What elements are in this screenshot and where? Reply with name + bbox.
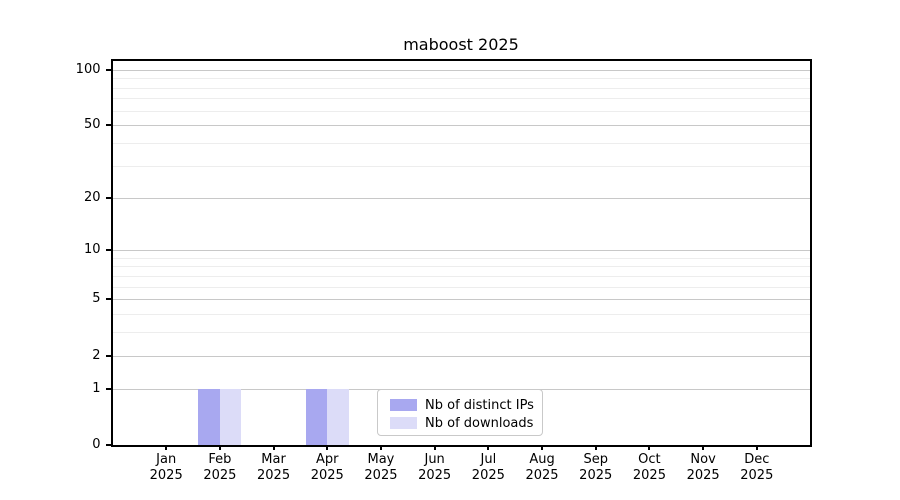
x-tick-mark: [272, 445, 275, 450]
gridline-major: [112, 125, 811, 127]
x-tick-year: 2025: [525, 468, 559, 483]
x-tick-year: 2025: [579, 468, 613, 483]
x-tick-label: Apr 2025: [295, 452, 359, 484]
x-tick-mark: [433, 445, 436, 450]
y-tick-label: 2: [92, 347, 101, 363]
gridline-minor: [112, 286, 811, 288]
legend-swatch: [390, 417, 417, 429]
x-tick-year: 2025: [632, 468, 666, 483]
gridline-major: [112, 299, 811, 301]
x-tick-month: Aug: [529, 452, 555, 467]
legend-item: Nb of distinct IPs: [390, 396, 542, 414]
x-tick-mark: [541, 445, 544, 450]
x-tick-mark: [218, 445, 221, 450]
x-tick-label: Sep 2025: [564, 452, 628, 484]
x-tick-year: 2025: [257, 468, 291, 483]
x-tick-month: Jan: [156, 452, 177, 467]
x-tick-year: 2025: [740, 468, 774, 483]
y-tick-label: 100: [75, 61, 101, 77]
x-tick-month: Jun: [424, 452, 445, 467]
x-tick-month: Oct: [638, 452, 661, 467]
x-tick-label: Oct 2025: [617, 452, 681, 484]
x-tick-year: 2025: [686, 468, 720, 483]
y-tick-label: 20: [83, 189, 101, 205]
x-tick-label: Feb 2025: [188, 452, 252, 484]
gridline-minor: [112, 87, 811, 89]
legend-item: Nb of downloads: [390, 414, 542, 432]
x-tick-mark: [165, 445, 168, 450]
x-tick-year: 2025: [149, 468, 183, 483]
x-tick-label: Nov 2025: [671, 452, 735, 484]
gridline-minor: [112, 332, 811, 334]
x-tick-mark: [702, 445, 705, 450]
y-tick-mark: [105, 124, 113, 127]
x-tick-year: 2025: [364, 468, 398, 483]
y-tick-mark: [105, 444, 113, 446]
gridline-minor: [112, 257, 811, 259]
legend-label: Nb of downloads: [425, 415, 534, 431]
x-tick-month: Apr: [316, 452, 339, 467]
x-tick-mark: [755, 445, 758, 450]
x-tick-month: Dec: [744, 452, 770, 467]
y-tick-mark: [105, 354, 113, 357]
legend: Nb of distinct IPs Nb of downloads: [377, 389, 543, 436]
x-tick-label: Dec 2025: [725, 452, 789, 484]
chart-title: maboost 2025: [403, 35, 519, 54]
x-tick-mark: [379, 445, 382, 450]
x-tick-month: Jul: [480, 452, 497, 467]
x-tick-label: Mar 2025: [242, 452, 306, 484]
gridline-minor: [112, 165, 811, 167]
x-tick-month: Mar: [261, 452, 286, 467]
gridline-minor: [112, 110, 811, 112]
y-tick-mark: [105, 249, 113, 252]
y-tick-label: 10: [83, 242, 101, 258]
x-tick-label: Jun 2025: [403, 452, 467, 484]
x-tick-year: 2025: [203, 468, 237, 483]
gridline-major: [112, 355, 811, 357]
x-tick-label: Aug 2025: [510, 452, 574, 484]
x-tick-label: Jul 2025: [456, 452, 520, 484]
x-tick-label: Jan 2025: [134, 452, 198, 484]
gridline-minor: [112, 275, 811, 277]
x-tick-mark: [326, 445, 329, 450]
x-tick-month: Nov: [690, 452, 716, 467]
x-tick-year: 2025: [471, 468, 505, 483]
y-tick-label: 5: [92, 291, 101, 307]
y-tick-mark: [105, 196, 113, 199]
x-tick-month: May: [367, 452, 395, 467]
x-tick-mark: [487, 445, 490, 450]
x-tick-year: 2025: [310, 468, 344, 483]
gridline-minor: [112, 143, 811, 145]
gridline-major: [112, 197, 811, 199]
y-tick-label: 0: [92, 437, 101, 452]
bar-downloads: [327, 388, 349, 445]
x-tick-month: Sep: [583, 452, 608, 467]
legend-label: Nb of distinct IPs: [425, 397, 534, 413]
bar-distinct-ips: [198, 388, 220, 445]
x-tick-month: Feb: [208, 452, 232, 467]
gridline-minor: [112, 314, 811, 316]
y-tick-mark: [105, 68, 113, 71]
gridline-minor: [112, 78, 811, 80]
x-tick-mark: [594, 445, 597, 450]
x-tick-year: 2025: [418, 468, 452, 483]
gridline-major: [112, 250, 811, 252]
gridline-minor: [112, 266, 811, 268]
bar-downloads: [219, 388, 242, 445]
gridline-major: [112, 69, 811, 71]
legend-swatch: [390, 399, 417, 411]
y-tick-label: 1: [92, 380, 101, 396]
gridline-minor: [112, 98, 811, 100]
y-tick-mark: [105, 298, 113, 301]
y-tick-mark: [105, 387, 113, 390]
x-tick-mark: [648, 445, 651, 450]
x-tick-label: May 2025: [349, 452, 413, 484]
y-tick-label: 50: [83, 117, 101, 133]
bar-distinct-ips: [305, 388, 328, 445]
